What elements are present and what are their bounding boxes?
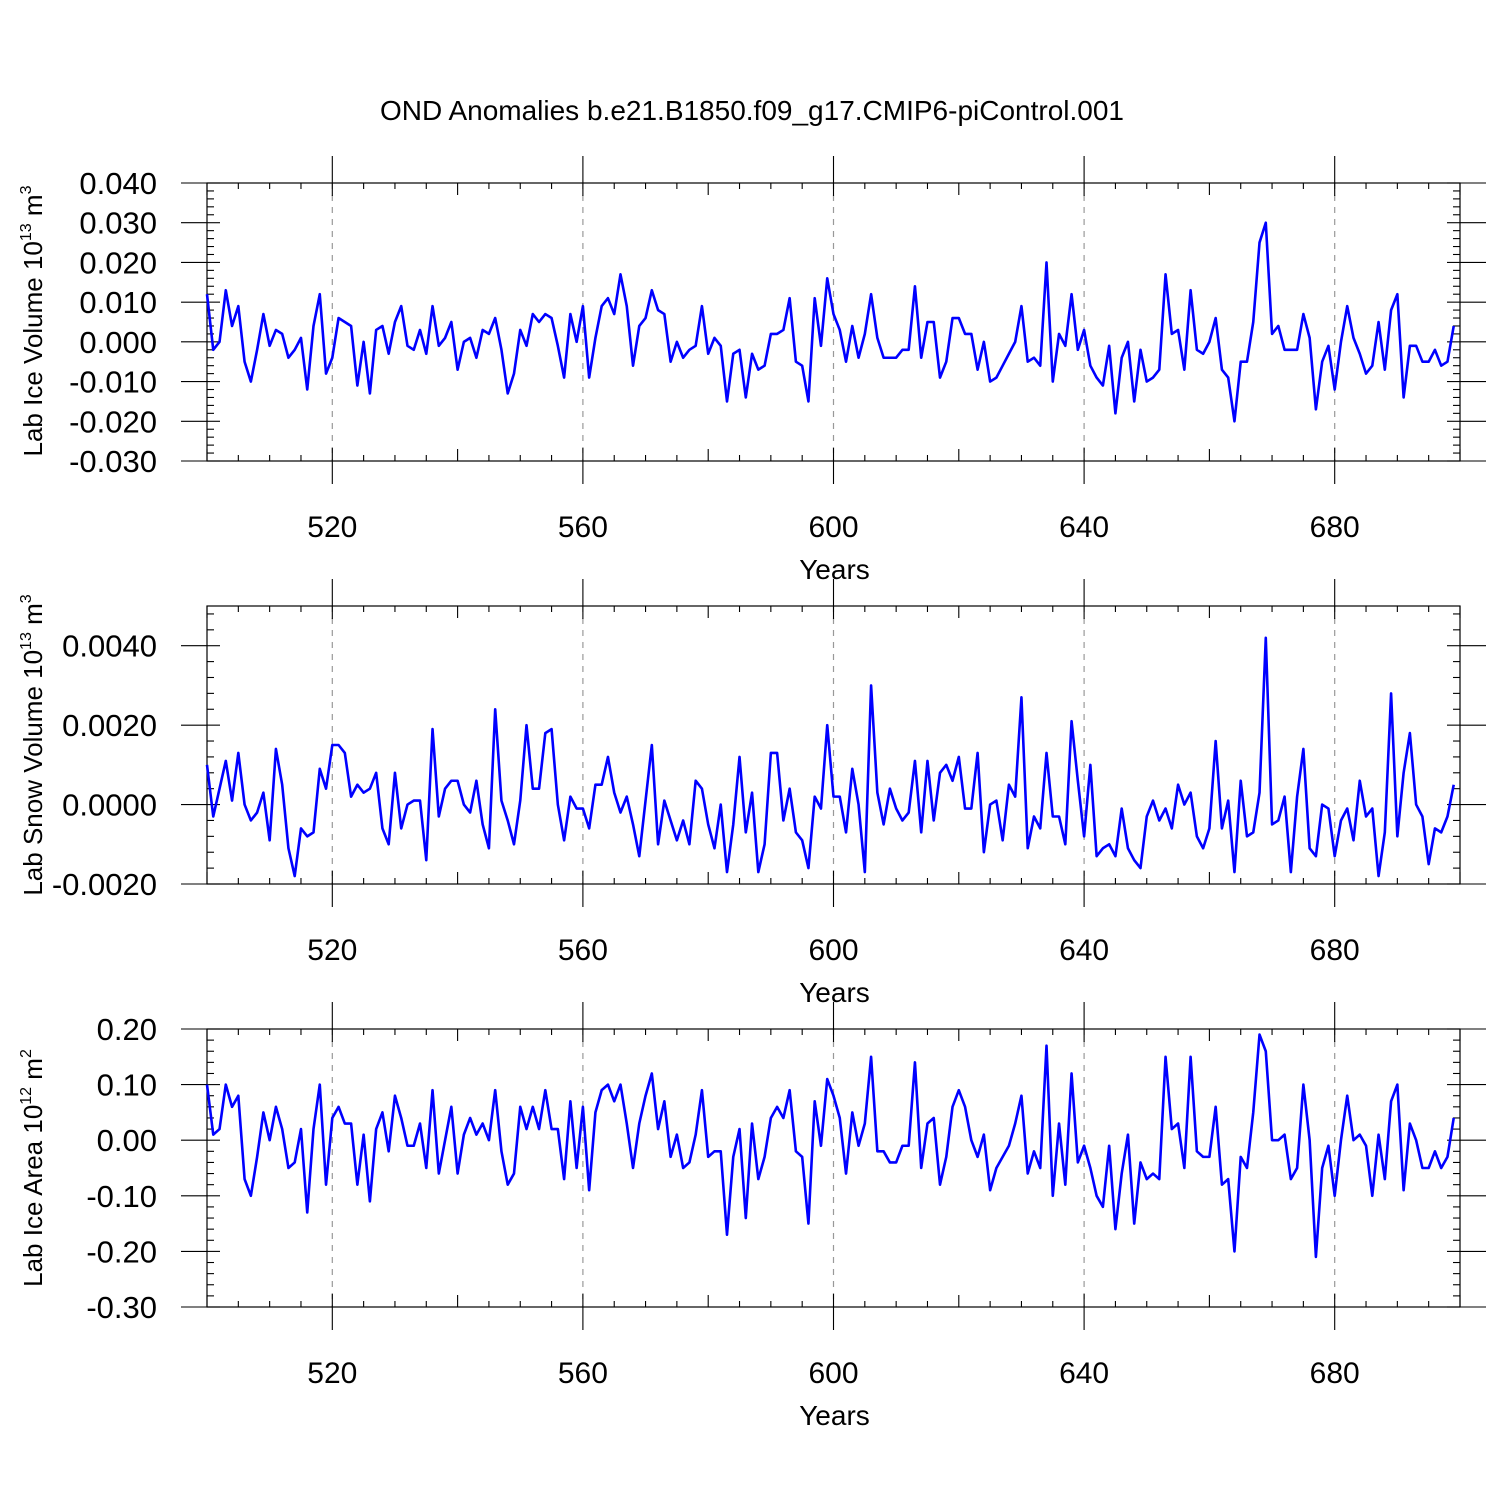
y-axis-title: Lab Snow Volume 1013 m3	[18, 594, 48, 895]
y-axis-title-unit-exponent: 3	[18, 594, 35, 603]
x-tick-label: 520	[307, 1357, 357, 1390]
y-tick-label: 0.020	[79, 245, 157, 280]
y-tick-label: -0.10	[86, 1179, 157, 1214]
x-tick-label: 680	[1310, 934, 1360, 967]
x-tick-label: 600	[808, 511, 858, 544]
panel-lab-snow-volume: 520 560 600 640 680 Years -0.0020 0.0000 0.0020 0…	[18, 579, 1486, 1008]
x-tick-label: 680	[1310, 511, 1360, 544]
y-axis-title-unit: m	[18, 603, 48, 632]
y-axis-title-main: Lab Snow Volume 10	[18, 650, 48, 896]
y-axis-title-main: Lab Ice Area 10	[18, 1105, 48, 1287]
y-axis-title: Lab Ice Area 1012 m2	[18, 1049, 48, 1287]
x-tick-label: 560	[558, 934, 608, 967]
x-tick-label: 560	[558, 1357, 608, 1390]
y-tick-label: 0.0040	[62, 629, 157, 664]
y-tick-label: 0.00	[97, 1123, 157, 1158]
y-axis-title-unit-exponent: 2	[18, 1049, 35, 1058]
x-tick-label: 680	[1310, 1357, 1360, 1390]
y-tick-label: -0.30	[86, 1290, 157, 1325]
x-axis-title: Years	[799, 1400, 870, 1431]
x-tick-label: 640	[1059, 1357, 1109, 1390]
series-line	[205, 221, 1456, 423]
x-tick-label: 640	[1059, 511, 1109, 544]
y-tick-label: -0.020	[69, 404, 157, 439]
panel-lab-ice-area: 520 560 600 640 680 Years -0.30 -0.20 -0.10 0.00 0…	[18, 1002, 1486, 1431]
y-axis-title-exponent: 13	[18, 632, 35, 650]
x-tick-label: 520	[307, 511, 357, 544]
y-axis-title: Lab Ice Volume 1013 m3	[18, 185, 48, 456]
y-axis-title-unit: m	[18, 1058, 48, 1087]
y-tick-label: -0.20	[86, 1234, 157, 1269]
x-tick-label: 560	[558, 511, 608, 544]
y-axis-title-main: Lab Ice Volume 10	[18, 241, 48, 456]
y-tick-label: 0.040	[79, 166, 157, 201]
x-tick-label: 600	[808, 934, 858, 967]
x-tick-label: 640	[1059, 934, 1109, 967]
y-tick-label: -0.0020	[52, 867, 157, 902]
x-tick-label: 600	[808, 1357, 858, 1390]
y-tick-label: 0.000	[79, 325, 157, 360]
x-tick-label: 520	[307, 934, 357, 967]
y-tick-label: 0.20	[97, 1012, 157, 1047]
y-tick-label: 0.010	[79, 285, 157, 320]
y-axis-title-unit: m	[18, 194, 48, 223]
figure-title: OND Anomalies b.e21.B1850.f09_g17.CMIP6-…	[380, 95, 1124, 126]
x-axis-title: Years	[799, 554, 870, 585]
x-axis-title: Years	[799, 977, 870, 1008]
y-axis-title-exponent: 12	[18, 1087, 35, 1105]
series-line	[205, 1033, 1456, 1259]
y-tick-label: -0.030	[69, 444, 157, 479]
y-tick-label: -0.010	[69, 365, 157, 400]
y-tick-label: 0.10	[97, 1068, 157, 1103]
series-line	[205, 636, 1456, 878]
y-tick-label: 0.0020	[62, 708, 157, 743]
y-axis-title-unit-exponent: 3	[18, 185, 35, 194]
y-axis-title-exponent: 13	[18, 223, 35, 241]
y-tick-label: 0.030	[79, 206, 157, 241]
y-tick-label: 0.0000	[62, 788, 157, 823]
panel-lab-ice-volume: 520 560 600 640 680 Years -0.030 -0.020 -0.010 0.…	[18, 156, 1486, 585]
